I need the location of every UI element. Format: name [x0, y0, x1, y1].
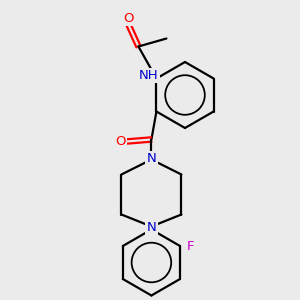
Text: O: O: [123, 12, 134, 25]
Text: O: O: [115, 135, 126, 148]
Text: N: N: [146, 152, 156, 165]
Text: F: F: [186, 239, 194, 253]
Text: N: N: [146, 221, 156, 234]
Text: NH: NH: [139, 69, 158, 82]
